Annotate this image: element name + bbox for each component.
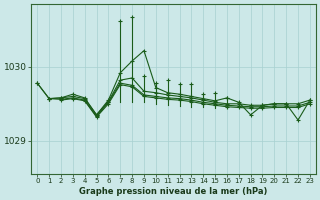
X-axis label: Graphe pression niveau de la mer (hPa): Graphe pression niveau de la mer (hPa) bbox=[79, 187, 268, 196]
